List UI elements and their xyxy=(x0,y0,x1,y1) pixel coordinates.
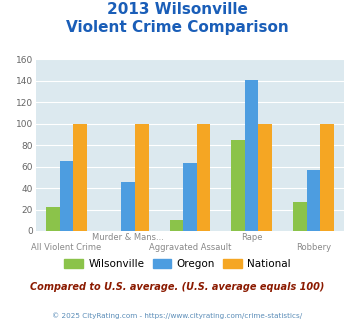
Bar xyxy=(245,80,258,231)
Bar xyxy=(258,124,272,231)
Bar xyxy=(293,202,307,231)
Bar xyxy=(73,124,87,231)
Text: Aggravated Assault: Aggravated Assault xyxy=(149,243,231,251)
Bar xyxy=(197,124,210,231)
Bar xyxy=(320,124,334,231)
Text: 2013 Wilsonville: 2013 Wilsonville xyxy=(107,2,248,16)
Text: Violent Crime Comparison: Violent Crime Comparison xyxy=(66,20,289,35)
Bar xyxy=(135,124,148,231)
Text: Robbery: Robbery xyxy=(296,243,331,251)
Legend: Wilsonville, Oregon, National: Wilsonville, Oregon, National xyxy=(60,254,295,273)
Bar xyxy=(170,220,183,231)
Bar xyxy=(46,208,60,231)
Text: Murder & Mans...: Murder & Mans... xyxy=(92,233,164,242)
Bar xyxy=(121,182,135,231)
Text: Rape: Rape xyxy=(241,233,262,242)
Bar xyxy=(307,170,320,231)
Text: © 2025 CityRating.com - https://www.cityrating.com/crime-statistics/: © 2025 CityRating.com - https://www.city… xyxy=(53,312,302,318)
Bar xyxy=(231,140,245,231)
Bar xyxy=(183,163,197,231)
Text: All Violent Crime: All Violent Crime xyxy=(31,243,102,251)
Text: Compared to U.S. average. (U.S. average equals 100): Compared to U.S. average. (U.S. average … xyxy=(30,282,325,292)
Bar xyxy=(60,161,73,231)
